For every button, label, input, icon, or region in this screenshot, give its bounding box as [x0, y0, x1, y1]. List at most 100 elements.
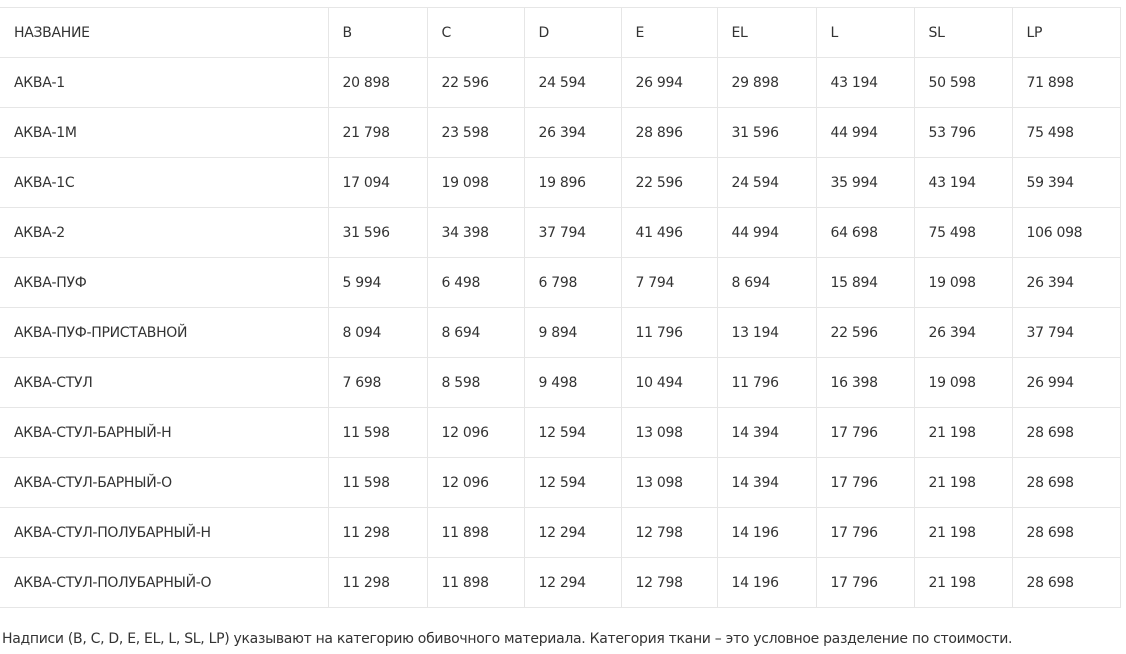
cell: 41 496	[620, 207, 718, 258]
table-row: АКВА-СТУЛ-БАРНЫЙ-О 11 598 12 096 12 594 13 0…	[0, 457, 1121, 508]
cell: 7 698	[327, 357, 428, 408]
cell: 75 498	[1011, 107, 1121, 158]
cell: 12 294	[523, 507, 622, 558]
cell: 20 898	[327, 57, 428, 108]
cell: 11 898	[426, 507, 525, 558]
cell: 22 596	[620, 157, 718, 208]
cell: E	[620, 7, 718, 58]
cell: 11 796	[716, 357, 817, 408]
cell: 21 198	[913, 507, 1013, 558]
cell: 34 398	[426, 207, 525, 258]
cell: 28 698	[1011, 407, 1121, 458]
cell: 14 196	[716, 557, 817, 608]
cell: 37 794	[1011, 307, 1121, 358]
cell: 8 694	[426, 307, 525, 358]
cell: 17 796	[815, 557, 915, 608]
cell: 12 594	[523, 457, 622, 508]
cell: 37 794	[523, 207, 622, 258]
cell: 17 094	[327, 157, 428, 208]
row-label: АКВА-ПУФ	[0, 257, 329, 308]
cell: 6 798	[523, 257, 622, 308]
cell: 11 598	[327, 407, 428, 458]
cell: 8 694	[716, 257, 817, 308]
row-label: АКВА-СТУЛ	[0, 357, 329, 408]
cell: 11 796	[620, 307, 718, 358]
cell: 22 596	[815, 307, 915, 358]
cell: 6 498	[426, 257, 525, 308]
cell: 29 898	[716, 57, 817, 108]
table-row: АКВА-1С 17 094 19 098 19 896 22 596 24 594 35 …	[0, 157, 1121, 208]
cell: 28 698	[1011, 557, 1121, 608]
cell: 12 096	[426, 457, 525, 508]
cell: 53 796	[913, 107, 1013, 158]
cell: 26 394	[913, 307, 1013, 358]
cell: 8 598	[426, 357, 525, 408]
cell: LP	[1011, 7, 1121, 58]
cell: 21 798	[327, 107, 428, 158]
cell: 19 098	[913, 357, 1013, 408]
cell: 14 394	[716, 457, 817, 508]
cell: 13 098	[620, 457, 718, 508]
cell: 26 394	[1011, 257, 1121, 308]
row-label: АКВА-1М	[0, 107, 329, 158]
table-row: АКВА-1М 21 798 23 598 26 394 28 896 31 596 44 …	[0, 107, 1121, 158]
row-label: НАЗВАНИЕ	[0, 7, 329, 58]
cell: 106 098	[1011, 207, 1121, 258]
cell: 13 194	[716, 307, 817, 358]
cell: 12 798	[620, 507, 718, 558]
footnote: Надписи (B, C, D, E, EL, L, SL, LP) указ…	[2, 631, 1013, 647]
cell: 12 594	[523, 407, 622, 458]
cell: 17 796	[815, 507, 915, 558]
cell: 28 896	[620, 107, 718, 158]
table-row: АКВА-СТУЛ-ПОЛУБАРНЫЙ-О 11 298 11 898 12 294…	[0, 557, 1121, 608]
table-row: АКВА-ПУФ-ПРИСТАВНОЙ 8 094 8 694 9 894 11 796…	[0, 307, 1121, 358]
cell: 26 994	[620, 57, 718, 108]
row-label: АКВА-СТУЛ-ПОЛУБАРНЫЙ-О	[0, 557, 329, 608]
cell: 23 598	[426, 107, 525, 158]
cell: 31 596	[716, 107, 817, 158]
row-label: АКВА-СТУЛ-ПОЛУБАРНЫЙ-Н	[0, 507, 329, 558]
row-label: АКВА-2	[0, 207, 329, 258]
cell: 21 198	[913, 457, 1013, 508]
cell: 14 394	[716, 407, 817, 458]
cell: 35 994	[815, 157, 915, 208]
cell: 19 098	[913, 257, 1013, 308]
cell: 11 598	[327, 457, 428, 508]
cell: D	[523, 7, 622, 58]
cell: B	[327, 7, 428, 58]
cell: 22 596	[426, 57, 525, 108]
table-row: АКВА-СТУЛ-БАРНЫЙ-Н 11 598 12 096 12 594 13 0…	[0, 407, 1121, 458]
cell: 13 098	[620, 407, 718, 458]
cell: 17 796	[815, 407, 915, 458]
cell: SL	[913, 7, 1013, 58]
cell: 5 994	[327, 257, 428, 308]
cell: 19 098	[426, 157, 525, 208]
cell: 11 898	[426, 557, 525, 608]
table-row: АКВА-СТУЛ 7 698 8 598 9 498 10 494 11 796 16 3…	[0, 357, 1121, 408]
cell: 8 094	[327, 307, 428, 358]
row-label: АКВА-СТУЛ-БАРНЫЙ-О	[0, 457, 329, 508]
cell: 11 298	[327, 557, 428, 608]
cell: 12 798	[620, 557, 718, 608]
cell: C	[426, 7, 525, 58]
cell: 59 394	[1011, 157, 1121, 208]
table-row: АКВА-ПУФ 5 994 6 498 6 798 7 794 8 694 15 894 1…	[0, 257, 1121, 308]
cell: 11 298	[327, 507, 428, 558]
cell: 21 198	[913, 557, 1013, 608]
row-label: АКВА-СТУЛ-БАРНЫЙ-Н	[0, 407, 329, 458]
cell: 28 698	[1011, 457, 1121, 508]
cell: 10 494	[620, 357, 718, 408]
cell: 7 794	[620, 257, 718, 308]
cell: 21 198	[913, 407, 1013, 458]
cell: 15 894	[815, 257, 915, 308]
row-label: АКВА-1	[0, 57, 329, 108]
cell: 44 994	[815, 107, 915, 158]
row-label: АКВА-ПУФ-ПРИСТАВНОЙ	[0, 307, 329, 358]
cell: 9 894	[523, 307, 622, 358]
cell: 28 698	[1011, 507, 1121, 558]
cell: 16 398	[815, 357, 915, 408]
cell: L	[815, 7, 915, 58]
cell: 64 698	[815, 207, 915, 258]
cell: 26 994	[1011, 357, 1121, 408]
